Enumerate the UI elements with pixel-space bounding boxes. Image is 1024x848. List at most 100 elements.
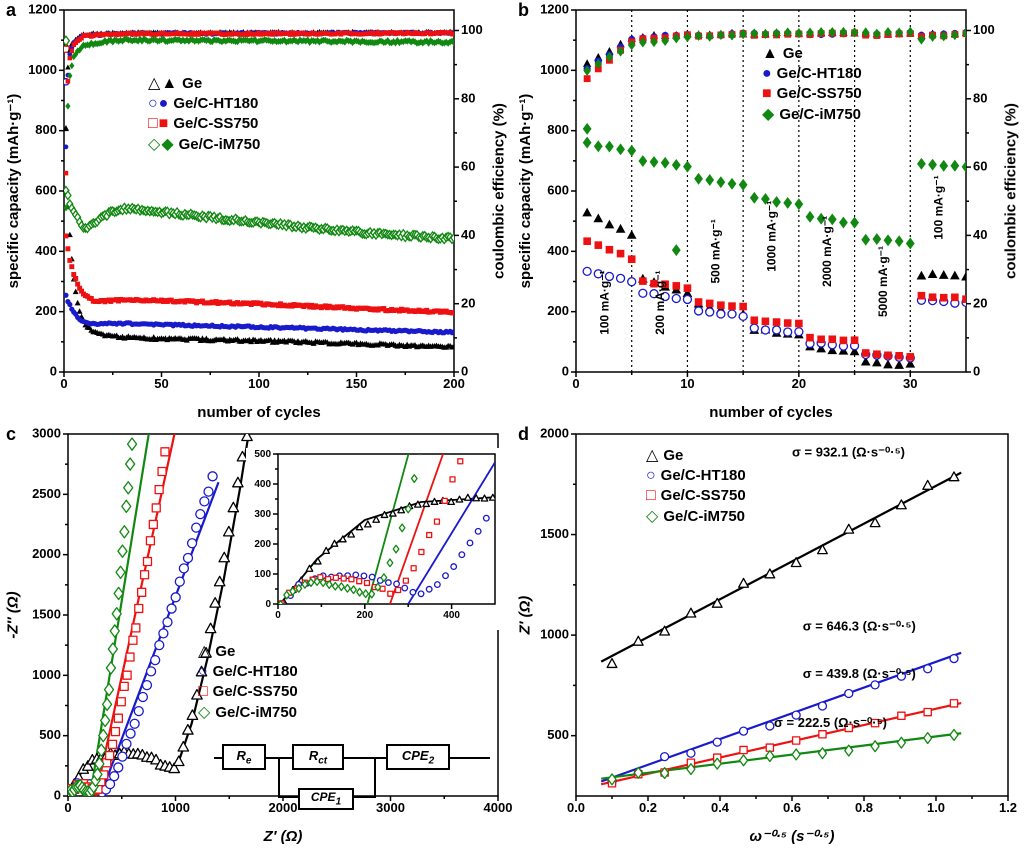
legend-item: □ ■ Ge/C-SS750 bbox=[148, 114, 260, 133]
legend: △ Ge ○ Ge/C-HT180 □ Ge/C-SS750 ◇ Ge/C-iM750 bbox=[198, 642, 298, 722]
x-axis-label: Z′ (Ω) bbox=[263, 828, 303, 845]
y2-axis-label: coulombic efficiency (%) bbox=[1002, 103, 1020, 279]
legend-item-label: Ge bbox=[663, 447, 684, 465]
x-axis-label: number of cycles bbox=[709, 404, 833, 421]
legend: △ Ge ○ Ge/C-HT180 □ Ge/C-SS750 ◇ Ge/C-iM750 bbox=[646, 446, 746, 526]
legend-item: △ Ge bbox=[198, 642, 298, 661]
legend-marker-icon: ○ bbox=[646, 467, 656, 485]
circuit-element-CPE1: CPE1 bbox=[298, 788, 354, 810]
circuit-wire bbox=[214, 757, 490, 759]
legend-item-label: Ge bbox=[182, 75, 203, 93]
legend-item-label: Ge bbox=[782, 45, 803, 63]
circuit-wire bbox=[278, 758, 280, 798]
legend-marker-icon: ◆ bbox=[762, 105, 775, 123]
panel-b-rate-capability: b specific capacity (mAh·g⁻¹) coulombic … bbox=[512, 0, 1024, 424]
legend-item-label: Ge/C-SS750 bbox=[776, 85, 862, 103]
legend-item-label: Ge/C-HT180 bbox=[173, 95, 259, 113]
legend-marker-icon: △ bbox=[646, 446, 658, 465]
panel-b-chart-canvas bbox=[512, 0, 1024, 424]
legend-item-label: Ge/C-HT180 bbox=[212, 663, 298, 681]
legend-marker-icon: ● bbox=[158, 95, 169, 113]
legend-marker-icon: ▲ bbox=[161, 75, 178, 92]
circuit-element-Re: Re bbox=[222, 744, 266, 770]
legend-item-label: Ge bbox=[215, 643, 236, 661]
x-axis-label: ω⁻⁰·⁵ (s⁻⁰·⁵) bbox=[749, 828, 835, 845]
legend: △ ▲ Ge ○ ● Ge/C-HT180 □ ■ Ge/C-SS750 ◇ ◆ Ge/C-iM750 bbox=[148, 74, 260, 154]
legend-marker-icon: ▲ bbox=[762, 44, 778, 63]
legend-item: △ ▲ Ge bbox=[148, 74, 260, 93]
legend-marker-icon: ○ bbox=[198, 663, 208, 681]
legend-item-label: Ge/C-iM750 bbox=[178, 135, 261, 153]
equivalent-circuit-diagram: Re Rct CPE2 CPE1 bbox=[214, 740, 494, 824]
legend-marker-icon: □ bbox=[646, 486, 656, 505]
x-axis-label: number of cycles bbox=[197, 404, 321, 421]
legend-marker-icon: □ bbox=[148, 115, 158, 133]
legend-item: △ Ge bbox=[646, 446, 746, 465]
legend-marker-icon: ◇ bbox=[198, 703, 211, 721]
legend-item: ○ Ge/C-HT180 bbox=[198, 662, 298, 681]
legend-marker-icon: ◇ ◆ bbox=[148, 135, 174, 154]
legend-marker-icon: □ bbox=[198, 683, 208, 701]
y-axis-label: specific capacity (mAh·g⁻¹) bbox=[517, 93, 534, 289]
legend-marker-icon: ○ bbox=[198, 662, 208, 681]
legend: ▲ Ge ● Ge/C-HT180 ■ Ge/C-SS750 ◆ Ge/C-iM750 bbox=[762, 44, 862, 124]
y-axis-label: Z′ (Ω) bbox=[516, 595, 534, 635]
legend-marker-icon: ◇ bbox=[646, 507, 659, 525]
legend-marker-icon: □ bbox=[646, 487, 656, 505]
legend-item: ◇ Ge/C-iM750 bbox=[646, 507, 746, 526]
legend-marker-icon: ▲ bbox=[762, 45, 778, 62]
legend-marker-icon: △ bbox=[198, 643, 211, 660]
legend-item-label: Ge/C-SS750 bbox=[212, 683, 298, 701]
panel-letter: a bbox=[6, 0, 17, 20]
legend-item: ▲ Ge bbox=[762, 44, 862, 63]
y-axis-label: -Z″ (Ω) bbox=[4, 591, 22, 639]
legend-marker-icon: ○ bbox=[148, 95, 158, 113]
legend-item: □ Ge/C-SS750 bbox=[198, 682, 298, 701]
panel-d-chart-canvas bbox=[512, 424, 1024, 848]
legend-marker-icon: △ bbox=[646, 447, 659, 464]
panel-a-cycling-performance: a specific capacity (mAh·g⁻¹) coulombic … bbox=[0, 0, 512, 424]
legend-item: ○ Ge/C-HT180 bbox=[646, 466, 746, 485]
panel-c-inset-canvas bbox=[246, 448, 502, 630]
panel-letter: c bbox=[6, 424, 17, 444]
legend-marker-icon: ● bbox=[762, 65, 772, 83]
legend-marker-icon: ● bbox=[762, 64, 772, 83]
legend-item-label: Ge/C-iM750 bbox=[663, 507, 746, 525]
circuit-wire bbox=[278, 796, 300, 798]
legend-marker-icon: ○ bbox=[646, 466, 656, 485]
circuit-element-CPE2: CPE2 bbox=[386, 744, 450, 770]
panel-letter: d bbox=[518, 424, 529, 444]
y-axis-label: specific capacity (mAh·g⁻¹) bbox=[5, 93, 22, 289]
legend-item: ● Ge/C-HT180 bbox=[762, 64, 862, 83]
legend-marker-icon: □ ■ bbox=[148, 114, 168, 133]
legend-item: ■ Ge/C-SS750 bbox=[762, 84, 862, 103]
legend-marker-icon: △ bbox=[198, 642, 210, 661]
legend-item-label: Ge/C-HT180 bbox=[660, 467, 746, 485]
panel-letter: b bbox=[518, 0, 529, 20]
legend-marker-icon: ■ bbox=[762, 85, 772, 103]
legend-item: ○ ● Ge/C-HT180 bbox=[148, 94, 260, 113]
panel-a-chart-canvas bbox=[0, 0, 512, 424]
legend-item-label: Ge/C-iM750 bbox=[779, 105, 862, 123]
legend-item-label: Ge/C-SS750 bbox=[660, 487, 746, 505]
legend-marker-icon: □ bbox=[198, 682, 208, 701]
circuit-wire bbox=[352, 796, 376, 798]
legend-marker-icon: ◇ bbox=[646, 507, 658, 526]
legend-item: □ Ge/C-SS750 bbox=[646, 486, 746, 505]
legend-item-label: Ge/C-SS750 bbox=[173, 115, 259, 133]
legend-marker-icon: ■ bbox=[762, 84, 772, 103]
legend-marker-icon: ■ bbox=[158, 115, 169, 133]
legend-marker-icon: △ bbox=[148, 75, 161, 92]
panel-d-warburg-fit: d Z′ (Ω) ω⁻⁰·⁵ (s⁻⁰·⁵) △ Ge ○ Ge/C-HT180 □ Ge… bbox=[512, 424, 1024, 848]
circuit-element-Rct: Rct bbox=[292, 744, 344, 770]
legend-marker-icon: ◆ bbox=[161, 135, 174, 153]
legend-item: ◇ ◆ Ge/C-iM750 bbox=[148, 135, 260, 154]
legend-marker-icon: △ ▲ bbox=[148, 74, 177, 93]
legend-marker-icon: ◆ bbox=[762, 105, 774, 124]
legend-item: ◇ Ge/C-iM750 bbox=[198, 703, 298, 722]
legend-marker-icon: ◇ bbox=[198, 703, 210, 722]
legend-marker-icon: ◇ bbox=[148, 135, 161, 153]
legend-item-label: Ge/C-HT180 bbox=[776, 65, 862, 83]
y2-axis-label: coulombic efficiency (%) bbox=[490, 103, 508, 279]
legend-item: ◆ Ge/C-iM750 bbox=[762, 105, 862, 124]
